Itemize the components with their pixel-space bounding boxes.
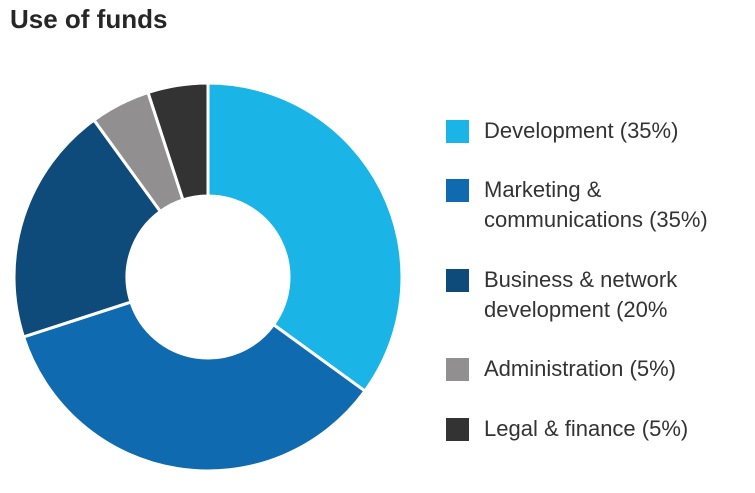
legend-item-development: Development (35%) (446, 116, 678, 146)
chart-title: Use of funds (10, 4, 168, 34)
legend-item-administration: Administration (5%) (446, 354, 676, 384)
legend-label-development: Development (35%) (484, 118, 679, 143)
legend-item-legal: Legal & finance (5%) (446, 414, 688, 444)
legend-swatch-marketing (446, 179, 469, 202)
slice-marketing (21, 300, 367, 473)
legend-swatch-legal (446, 418, 469, 441)
legend-label-marketing: Marketing & communications (35%) (484, 177, 708, 232)
legend-swatch-development (446, 120, 469, 143)
legend-label-business: Business & network development (20% (484, 267, 678, 322)
legend-swatch-administration (446, 358, 469, 381)
legend-swatch-business (446, 269, 469, 292)
legend-item-business: Business & network development (20% (446, 265, 677, 325)
slice-business (12, 118, 162, 339)
legend-label-administration: Administration (5%) (484, 356, 676, 381)
legend: Development (35%) Marketing & communicat… (446, 0, 751, 493)
donut-chart (12, 81, 404, 473)
legend-label-legal: Legal & finance (5%) (484, 416, 689, 441)
slice-development (206, 81, 404, 393)
legend-item-marketing: Marketing & communications (35%) (446, 175, 708, 235)
slice-legal (146, 81, 210, 202)
